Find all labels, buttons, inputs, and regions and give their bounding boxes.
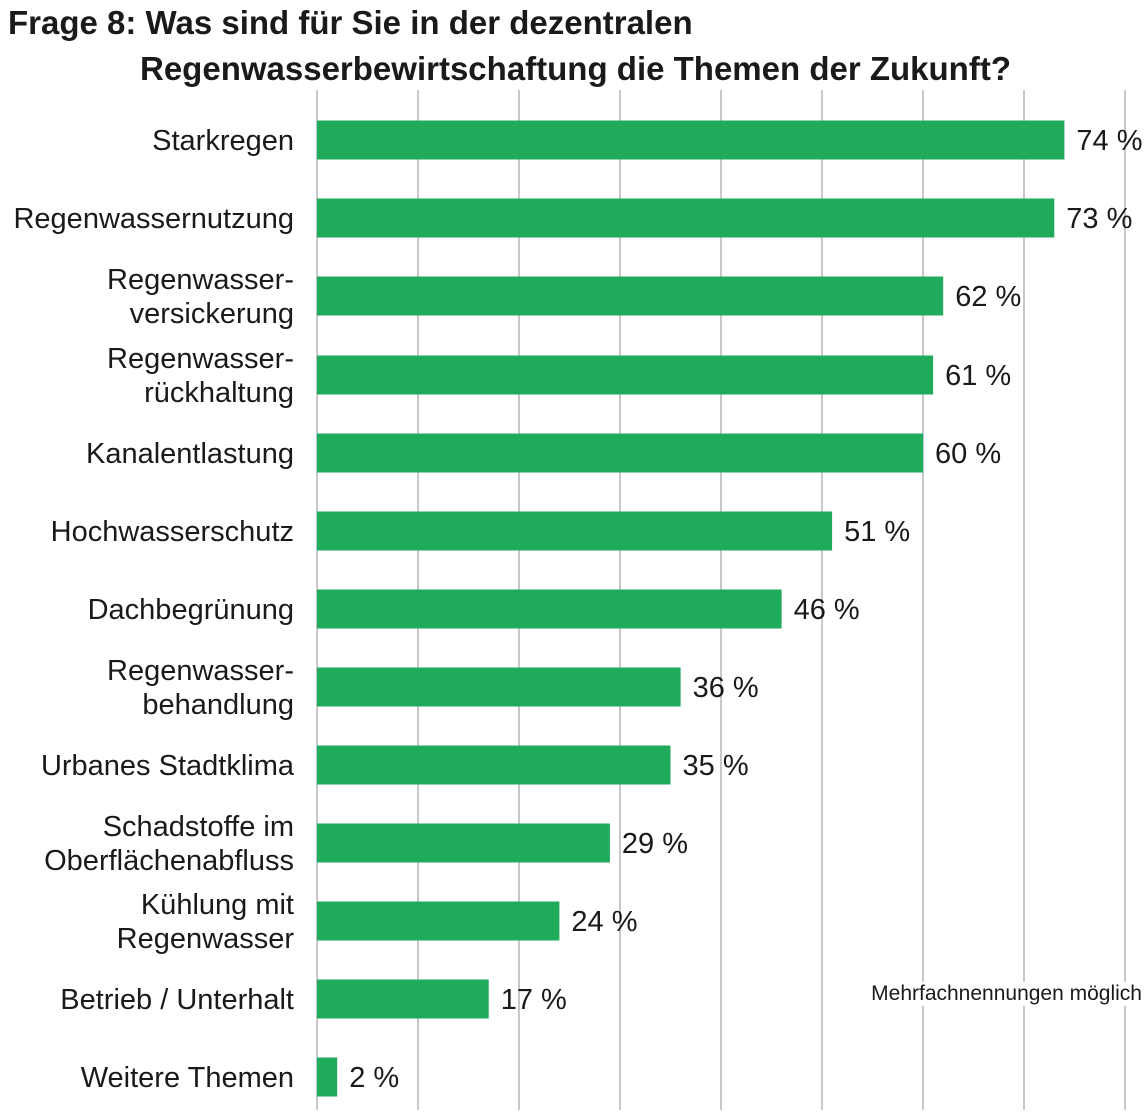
bar (317, 276, 944, 316)
value-label: 74 % (1076, 125, 1142, 157)
category-label: Kanalentlastung (86, 438, 294, 470)
category-label: rückhaltung (144, 377, 294, 409)
value-label: 29 % (622, 828, 688, 860)
category-label: Weitere Themen (81, 1062, 294, 1094)
bar (317, 1057, 338, 1097)
bar (317, 433, 923, 473)
bar (317, 823, 610, 863)
multiple-answers-note: Mehrfachnennungen möglich (869, 982, 1142, 1006)
category-label: Schadstoffe im (103, 811, 294, 843)
category-label: Hochwasserschutz (51, 516, 294, 548)
bar (317, 901, 560, 941)
value-label: 35 % (683, 750, 749, 782)
bar (317, 355, 934, 395)
category-label: Regenwasser- (107, 343, 294, 375)
bar (317, 511, 833, 551)
bar (317, 979, 489, 1019)
category-label: Starkregen (152, 125, 294, 157)
value-label: 17 % (501, 984, 567, 1016)
chart-title-line-1: Frage 8: Was sind für Sie in der dezentr… (8, 4, 693, 41)
bar (317, 120, 1065, 160)
value-label: 2 % (349, 1062, 399, 1094)
category-label: versickerung (130, 298, 294, 330)
value-label: 36 % (693, 672, 759, 704)
value-label: 24 % (571, 906, 637, 938)
category-label: Regenwassernutzung (13, 203, 294, 235)
chart-title-line-2: Regenwasserbewirtschaftung die Themen de… (140, 50, 1011, 87)
value-label: 62 % (955, 281, 1021, 313)
category-label: Regenwasser (117, 923, 295, 955)
bar (317, 667, 681, 707)
category-label: Regenwasser- (107, 655, 294, 687)
bar (317, 198, 1055, 238)
category-label: Kühlung mit (141, 889, 294, 921)
category-label: Betrieb / Unterhalt (60, 984, 294, 1016)
value-label: 61 % (945, 360, 1011, 392)
category-label: Dachbegrünung (88, 594, 294, 626)
category-label: Regenwasser- (107, 264, 294, 296)
bar (317, 589, 782, 629)
category-label: Oberflächenabfluss (44, 845, 294, 877)
value-label: 46 % (794, 594, 860, 626)
bar (317, 745, 671, 785)
value-label: 60 % (935, 438, 1001, 470)
value-label: 51 % (844, 516, 910, 548)
category-label: Urbanes Stadtklima (41, 750, 295, 782)
value-label: 73 % (1066, 203, 1132, 235)
category-label: behandlung (142, 689, 294, 721)
